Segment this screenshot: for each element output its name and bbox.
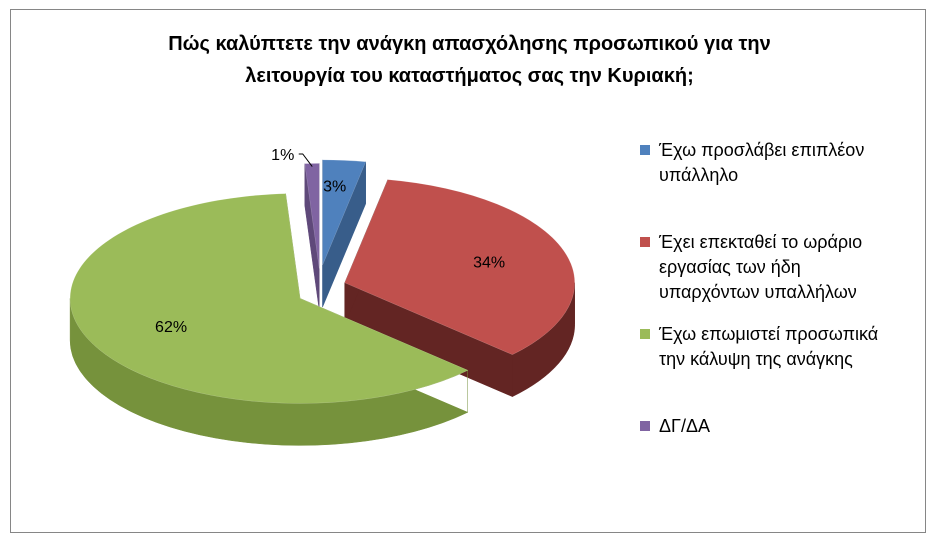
legend-label-1-line-1: Έχω προσλάβει επιπλέον [659,140,865,160]
legend-swatch-3 [640,329,650,339]
slice-4-value-label: 1% [271,147,294,164]
slice-3-value-label: 62% [155,319,187,336]
legend-label-1: Έχω προσλάβει επιπλέον υπάλληλο [659,138,919,188]
legend-label-3-line-1: Έχω επωμιστεί προσωπικά [659,324,879,344]
legend-label-2-line-2: εργασίας των ήδη [659,257,801,277]
legend-swatch-2 [640,237,650,247]
slice-3-top [69,193,469,404]
chart-title: Πώς καλύπτετε την ανάγκη απασχόλησης προ… [0,28,939,92]
legend-label-3-line-2: την κάλυψη της ανάγκης [659,349,853,369]
legend-swatch-4 [640,421,650,431]
legend-label-1-line-2: υπάλληλο [659,165,739,185]
legend-swatch-1 [640,145,650,155]
slice-1-top [322,159,367,266]
chart-title-line-2: λειτουργία του καταστήματος σας την Κυρι… [245,65,694,87]
slice-4-leader-line [298,153,313,167]
legend-label-2-line-3: υπαρχόντων υπαλλήλων [659,282,857,302]
slice-2-top [344,179,575,355]
chart-title-line-1: Πώς καλύπτετε την ανάγκη απασχόλησης προ… [168,33,771,55]
legend-label-3: Έχω επωμιστεί προσωπικά την κάλυψη της αν… [659,322,919,372]
slice-2-value-label: 34% [473,254,505,271]
legend-label-4-line-1: ΔΓ/ΔΑ [659,416,710,436]
slice-1-side [322,159,366,308]
legend-label-2: Έχει επεκταθεί το ωράριο εργασίας των ήδη… [659,230,919,305]
legend-label-4: ΔΓ/ΔΑ [659,414,919,439]
slice-4-top [304,163,320,269]
slice-1-value-label: 3% [323,179,346,196]
legend-label-2-line-1: Έχει επεκταθεί το ωράριο [659,232,863,252]
